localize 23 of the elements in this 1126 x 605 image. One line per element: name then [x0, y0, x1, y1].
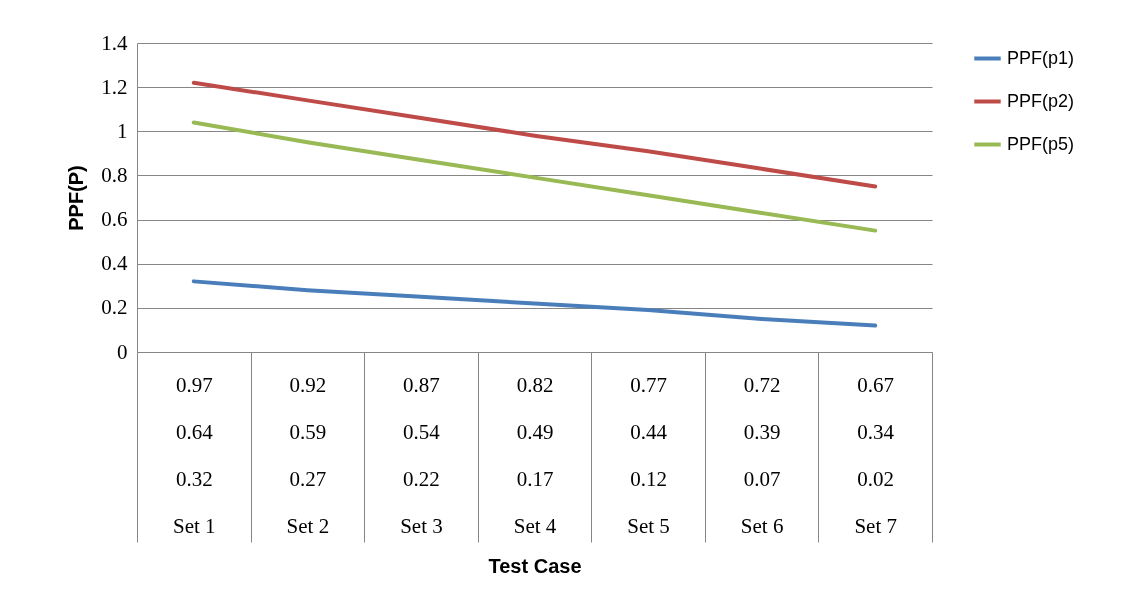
line-series: [191, 279, 878, 328]
x-tick-label: 0.72 0.39 0.07 Set 6: [740, 372, 784, 538]
y-axis-title: PPF(P): [65, 165, 88, 231]
x-tick-label: 0.82 0.49 0.17 Set 4: [513, 372, 557, 538]
y-tick-label: 1.2: [101, 74, 128, 99]
x-tick-label: 0.87 0.54 0.22 Set 3: [400, 372, 443, 538]
legend-label: PPF(p2): [1007, 90, 1075, 111]
x-tick-label: 0.77 0.44 0.12 Set 5: [627, 372, 670, 538]
x-axis-title: Test Case: [488, 555, 582, 577]
y-tick-label: 0: [117, 339, 128, 364]
y-tick-label: 1.4: [101, 30, 128, 55]
y-tick-label: 0.2: [101, 295, 128, 320]
legend-label: PPF(p5): [1007, 133, 1075, 154]
y-tick-label: 0.8: [101, 162, 128, 187]
x-tick-label: 0.92 0.59 0.27 Set 2: [286, 372, 330, 538]
legend-label: PPF(p1): [1007, 47, 1075, 68]
x-tick-label: 0.67 0.34 0.02 Set 7: [854, 372, 898, 538]
y-tick-label: 1: [117, 118, 128, 143]
y-tick-label: 0.6: [101, 207, 128, 232]
y-tick-label: 0.4: [101, 251, 128, 276]
x-tick-label: 0.97 0.64 0.32 Set 1: [172, 372, 216, 538]
line-series: [191, 80, 878, 189]
line-series: [191, 120, 878, 233]
